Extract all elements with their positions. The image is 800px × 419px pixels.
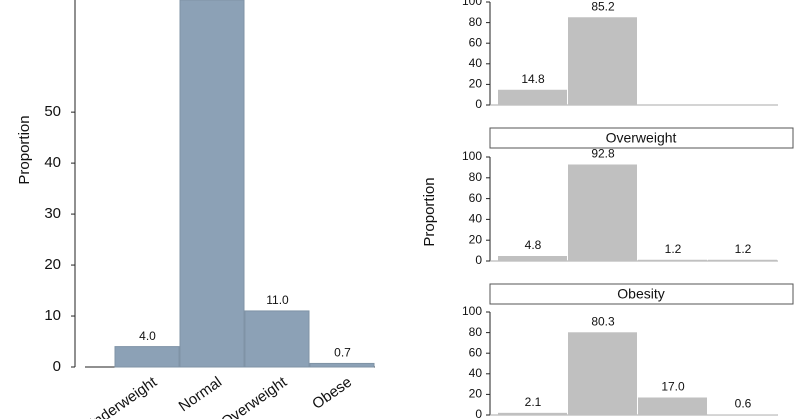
value-label: 0.6	[735, 397, 752, 411]
value-label: 0.7	[334, 346, 351, 360]
value-label: 1.2	[665, 242, 682, 256]
y-tick-label: 60	[469, 345, 483, 359]
x-tick-label: Obese	[309, 374, 355, 413]
y-tick-label: 20	[469, 77, 483, 91]
value-label: 17.0	[661, 380, 685, 394]
y-tick-label: 40	[469, 56, 483, 70]
bar	[638, 397, 707, 415]
bar	[114, 346, 180, 368]
x-tick-label: Underweight	[81, 373, 160, 419]
panel-title: Overweight	[606, 130, 677, 146]
y-tick-label: 100	[462, 0, 482, 8]
bar	[309, 362, 375, 368]
y-tick-label: 80	[469, 15, 483, 29]
y-tick-label: 40	[44, 154, 61, 171]
y-tick-label: 10	[44, 307, 61, 324]
bar	[708, 259, 777, 261]
value-label: 85.2	[591, 0, 615, 13]
bar	[568, 17, 637, 105]
bar	[498, 89, 567, 105]
bar	[638, 259, 707, 261]
value-label: 92.8	[591, 147, 615, 161]
y-axis-label: Proportion	[16, 115, 33, 184]
bar	[244, 310, 310, 368]
y-tick-label: 60	[469, 35, 483, 49]
y-tick-label: 0	[53, 358, 61, 375]
y-tick-label: 80	[469, 325, 483, 339]
y-tick-label: 20	[469, 387, 483, 401]
panel-title: Obesity	[617, 286, 664, 302]
bar	[179, 0, 245, 368]
x-tick-label: Overweight	[218, 373, 291, 419]
y-tick-label: 40	[469, 212, 483, 226]
panel-title-box	[489, 127, 794, 149]
y-tick-label: 40	[469, 366, 483, 380]
y-tick-label: 0	[475, 97, 482, 111]
bar	[708, 414, 777, 415]
y-tick-label: 50	[44, 103, 61, 120]
y-axis-label: Proportion	[421, 177, 438, 246]
value-label: 1.2	[735, 242, 752, 256]
value-label: 11.0	[266, 293, 289, 307]
y-tick-label: 30	[44, 205, 61, 222]
bar	[568, 332, 637, 415]
value-label: 2.1	[525, 395, 542, 409]
panel-title-box	[489, 283, 794, 305]
y-tick-label: 60	[469, 191, 483, 205]
y-tick-label: 80	[469, 170, 483, 184]
y-tick-label: 100	[462, 304, 482, 318]
bar	[568, 164, 637, 261]
bar	[498, 256, 567, 261]
y-tick-label: 100	[462, 149, 482, 163]
y-tick-label: 20	[44, 256, 61, 273]
y-tick-label: 0	[475, 407, 482, 419]
value-label: 4.8	[525, 238, 542, 252]
x-tick-label: Normal	[176, 374, 225, 416]
value-label: 80.3	[591, 314, 615, 328]
y-tick-label: 0	[475, 253, 482, 267]
value-label: 14.8	[521, 72, 545, 86]
bar	[498, 412, 567, 415]
value-label: 4.0	[139, 329, 156, 343]
y-tick-label: 20	[469, 232, 483, 246]
